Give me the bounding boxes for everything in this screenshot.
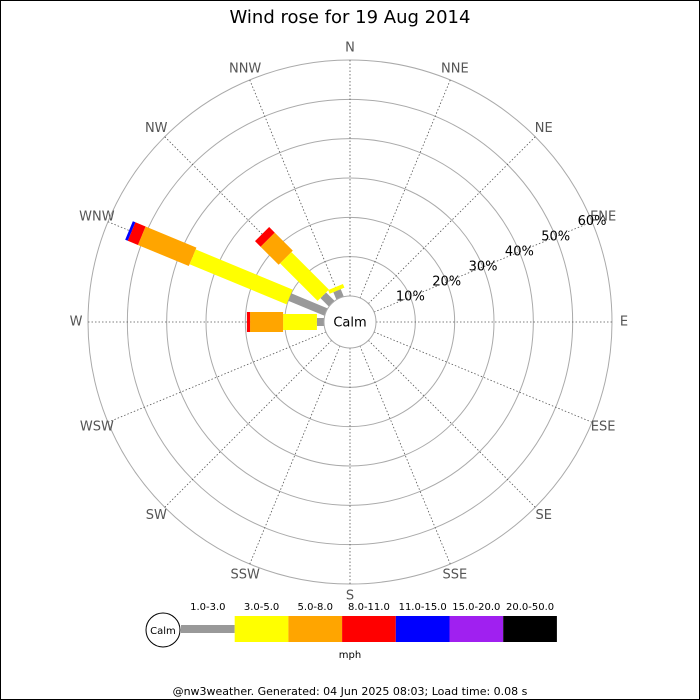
direction-label: WNW <box>79 210 115 225</box>
spoke <box>368 340 536 508</box>
calm-circle <box>323 295 377 349</box>
wind-bar <box>137 226 197 267</box>
legend-swatch <box>395 616 450 642</box>
direction-label: SW <box>146 508 167 523</box>
legend-calm <box>145 612 181 648</box>
r-tick-label: 60% <box>578 214 607 229</box>
wind-bar <box>250 312 284 332</box>
legend-label: 5.0-8.0 <box>298 602 333 613</box>
r-tick-label: 50% <box>541 229 570 244</box>
legend-swatch <box>342 616 396 642</box>
grid-ring <box>244 216 456 428</box>
legend-swatch <box>288 616 343 642</box>
direction-label: S <box>346 589 354 604</box>
wind-bar <box>328 284 345 294</box>
wind-bar <box>316 318 324 326</box>
r-tick-label: 40% <box>505 244 534 259</box>
spoke <box>164 340 332 508</box>
spoke <box>249 345 341 565</box>
direction-label: SSW <box>230 568 260 583</box>
wind-bar <box>255 227 275 247</box>
footer: @nw3weather. Generated: 04 Jun 2025 08:0… <box>173 685 528 698</box>
r-tick-label: 20% <box>432 274 461 289</box>
spoke <box>359 345 451 565</box>
direction-label: E <box>620 315 628 330</box>
legend-label: 15.0-20.0 <box>452 602 500 613</box>
direction-label: NE <box>535 121 553 136</box>
wind-bar <box>246 312 251 332</box>
legend-label: 20.0-50.0 <box>506 602 554 613</box>
direction-label: N <box>345 41 355 56</box>
legend-swatch <box>234 616 289 642</box>
direction-label: NW <box>145 121 168 136</box>
legend-label: 3.0-5.0 <box>244 602 279 613</box>
legend-label: 11.0-15.0 <box>399 602 447 613</box>
spoke <box>107 331 327 423</box>
wind-bar <box>125 221 136 241</box>
direction-label: W <box>70 315 83 330</box>
spoke <box>373 331 593 423</box>
legend-swatch <box>181 625 235 633</box>
direction-label: NNE <box>441 61 469 76</box>
direction-label: SSE <box>442 568 467 583</box>
wind-bar <box>189 249 293 305</box>
wind-bar <box>260 232 293 265</box>
legend-label: 8.0-11.0 <box>348 602 390 613</box>
direction-label: SE <box>536 508 552 523</box>
spoke <box>359 79 451 299</box>
calm-label: Calm <box>333 316 366 331</box>
grid-ring <box>166 138 534 506</box>
wind-bar <box>288 293 328 316</box>
wind-bar <box>320 292 335 307</box>
wind-bar <box>283 314 317 330</box>
direction-label: ESE <box>591 419 616 434</box>
spoke <box>368 136 536 304</box>
spoke <box>373 221 593 313</box>
wind-bar <box>333 289 344 300</box>
direction-label: ENE <box>590 210 616 225</box>
r-tick-label: 10% <box>396 289 425 304</box>
r-tick-label: 30% <box>469 259 498 274</box>
wind-bar <box>280 252 329 301</box>
chart-title: Wind rose for 19 Aug 2014 <box>230 7 471 28</box>
direction-label: WSW <box>80 419 114 434</box>
legend-swatch <box>449 616 504 642</box>
legend-swatch <box>503 616 557 642</box>
legend-calm-label: Calm <box>150 626 176 637</box>
wind-bar <box>127 222 146 245</box>
grid-ring <box>205 177 495 467</box>
legend-units: mph <box>339 650 361 661</box>
spoke <box>249 79 341 299</box>
direction-label: NNW <box>229 61 261 76</box>
legend-label: 1.0-3.0 <box>190 602 225 613</box>
